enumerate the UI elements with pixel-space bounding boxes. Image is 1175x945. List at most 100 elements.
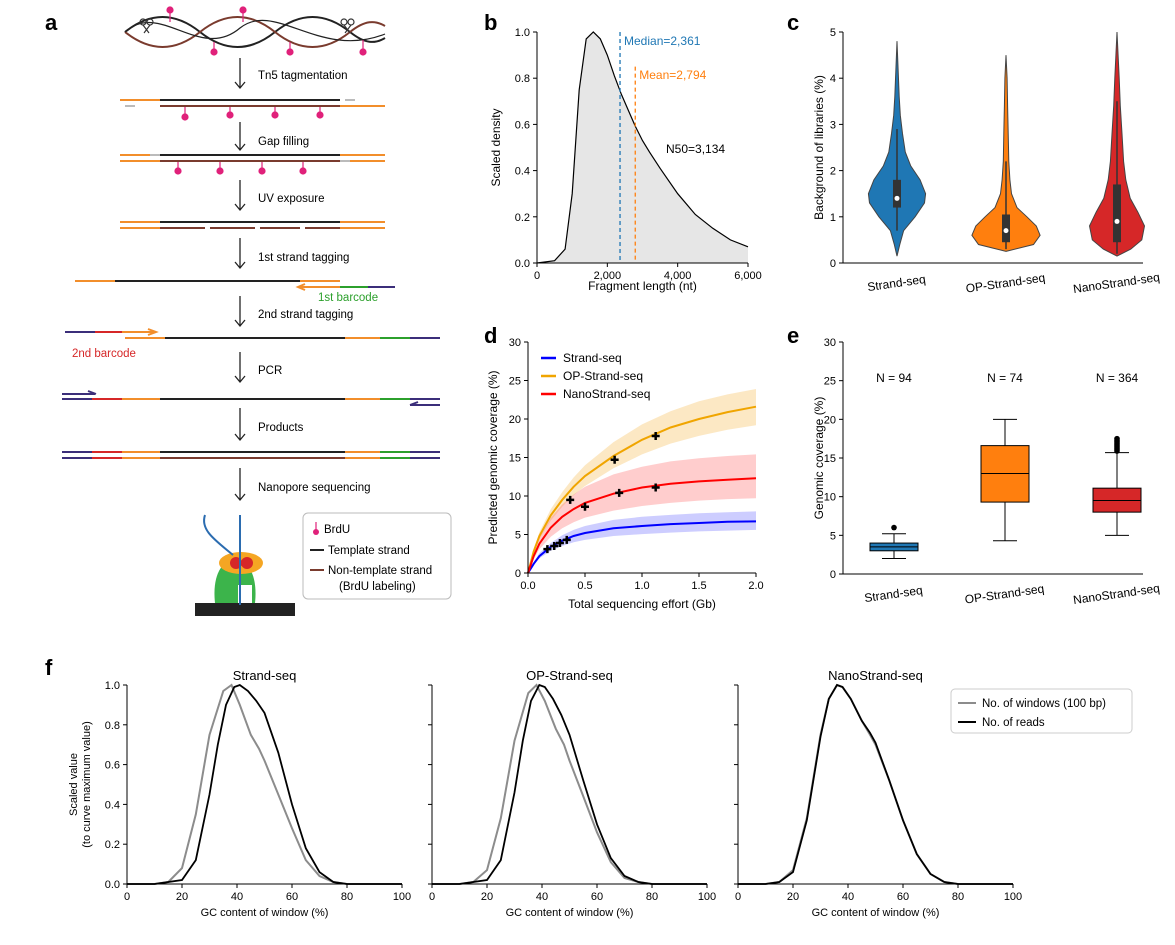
y-axis-label: Genomic coverage (%) <box>812 397 826 520</box>
gc-legend: No. of windows (100 bp) No. of reads <box>950 688 1133 734</box>
y-tick-label: 25 <box>824 376 836 388</box>
y-tick-label: 0 <box>515 568 521 580</box>
x-tick-label: 0 <box>534 270 540 282</box>
reads-curve <box>432 683 707 885</box>
n-label: N = 94 <box>876 371 912 385</box>
y-tick-label: 0.6 <box>515 119 530 131</box>
data-point <box>555 538 564 547</box>
workflow-step-label: PCR <box>258 365 282 377</box>
y-tick-label: 0.2 <box>105 839 120 851</box>
panel-label-f: f <box>45 655 53 680</box>
y-tick-label: 0 <box>830 569 836 581</box>
y-tick-label: 30 <box>509 337 521 349</box>
legend-entry: Strand-seq <box>563 351 622 365</box>
x-axis-label: GC content of window (%) <box>201 907 329 919</box>
y-axis-label: Scaled value <box>68 753 80 816</box>
y-tick-label: 20 <box>509 414 521 426</box>
violin-median-dot <box>1114 218 1120 224</box>
y-tick-label: 1.0 <box>105 680 120 692</box>
data-point <box>581 502 589 511</box>
x-tick-label: 40 <box>842 891 854 903</box>
legend-nontemplate: Non-template strand <box>328 565 432 577</box>
legend-nontemplate-note: (BrdU labeling) <box>339 581 416 593</box>
violin-median-dot <box>894 195 900 201</box>
data-point <box>651 431 660 440</box>
series-line <box>527 405 757 574</box>
product-fragment <box>62 451 440 459</box>
y-tick-label: 15 <box>824 453 836 465</box>
y-tick-label: 20 <box>824 414 836 426</box>
step-arrow-head <box>234 493 246 502</box>
x-tick-label: 0.5 <box>577 580 592 592</box>
category-label: Strand-seq <box>863 583 923 605</box>
y-axis-label: Scaled density <box>489 108 503 186</box>
panel-d-line-chart: 0.0 0.5 1.0 1.5 2.0 0 5 10 15 20 25 30 Strand-seq OP-… <box>486 337 764 611</box>
uv-nicked-fragment <box>120 221 385 229</box>
y-tick-label: 5 <box>515 530 521 542</box>
x-axis-label: GC content of window (%) <box>812 907 940 919</box>
panel-e-box-chart: N = 94 Strand-seq N = 74 OP-Strand-seq N = 3… <box>812 337 1161 607</box>
gapfill-brdu-markers <box>174 162 307 175</box>
panel-label-e: e <box>787 323 799 348</box>
gap-filled-fragment <box>120 154 385 162</box>
workflow-step-label: 1st strand tagging <box>258 252 349 264</box>
data-point <box>610 455 619 464</box>
second-strand-tagged <box>65 328 440 339</box>
violin-median-dot <box>1003 228 1009 234</box>
x-tick-label: 100 <box>1004 891 1022 903</box>
step-arrow-head <box>234 319 246 328</box>
workflow-step-label: Products <box>258 422 304 434</box>
category-label: NanoStrand-seq <box>1072 270 1160 296</box>
mean-label: Mean=2,794 <box>639 68 706 82</box>
data-point <box>651 483 660 492</box>
workflow-step-label: Nanopore sequencing <box>258 482 371 494</box>
y-tick-label: 0.4 <box>515 166 530 178</box>
membrane <box>195 603 295 616</box>
y-tick-label: 30 <box>824 337 836 349</box>
x-tick-label: 80 <box>646 891 658 903</box>
violin-body <box>971 55 1041 252</box>
x-tick-label: 2.0 <box>748 580 763 592</box>
x-tick-label: 60 <box>286 891 298 903</box>
y-tick-label: 0.0 <box>105 879 120 891</box>
fragment-brdu-markers <box>181 107 324 121</box>
series-line <box>527 520 757 574</box>
category-label: NanoStrand-seq <box>1072 581 1160 607</box>
y-tick-label: 1 <box>830 212 836 224</box>
x-axis-label: Total sequencing effort (Gb) <box>568 597 716 611</box>
y-tick-label: 0.4 <box>105 799 120 811</box>
step-arrow-head <box>234 433 246 442</box>
n50-label: N50=3,134 <box>666 142 725 156</box>
second-barcode-label: 2nd barcode <box>72 348 136 360</box>
x-tick-label: 1.5 <box>691 580 706 592</box>
workflow-step-label: Gap filling <box>258 136 309 148</box>
data-point <box>615 488 624 497</box>
legend-brdu: BrdU <box>324 524 350 536</box>
y-tick-label: 0 <box>830 258 836 270</box>
motor-subunit <box>241 557 253 569</box>
dna-strand-tail <box>203 514 234 556</box>
first-barcode-label: 1st barcode <box>318 292 378 304</box>
workflow-step-label: 2nd strand tagging <box>258 309 353 321</box>
tagmented-fragment <box>120 99 385 107</box>
x-tick-label: 1.0 <box>634 580 649 592</box>
x-tick-label: 4,000 <box>664 270 692 282</box>
step-arrow-head <box>234 203 246 212</box>
workflow-step-label: Tn5 tagmentation <box>258 70 348 82</box>
y-axis-label-note: (to curve maximum value) <box>81 721 93 848</box>
outlier-point <box>891 524 897 531</box>
x-axis-label: Fragment length (nt) <box>588 279 697 293</box>
panel-label-d: d <box>484 323 497 348</box>
x-tick-label: 20 <box>481 891 493 903</box>
panel-label-a: a <box>45 10 58 35</box>
data-point <box>562 535 571 544</box>
legend-frame <box>950 688 1133 734</box>
first-strand-tagged <box>75 280 395 291</box>
x-tick-label: 0.0 <box>520 580 535 592</box>
category-label: OP-Strand-seq <box>964 582 1045 607</box>
x-tick-label: 0 <box>429 891 435 903</box>
reads-curve <box>127 683 402 885</box>
legend-entry: No. of reads <box>982 717 1045 729</box>
workflow-step-label: UV exposure <box>258 193 324 205</box>
y-tick-label: 4 <box>830 73 836 85</box>
